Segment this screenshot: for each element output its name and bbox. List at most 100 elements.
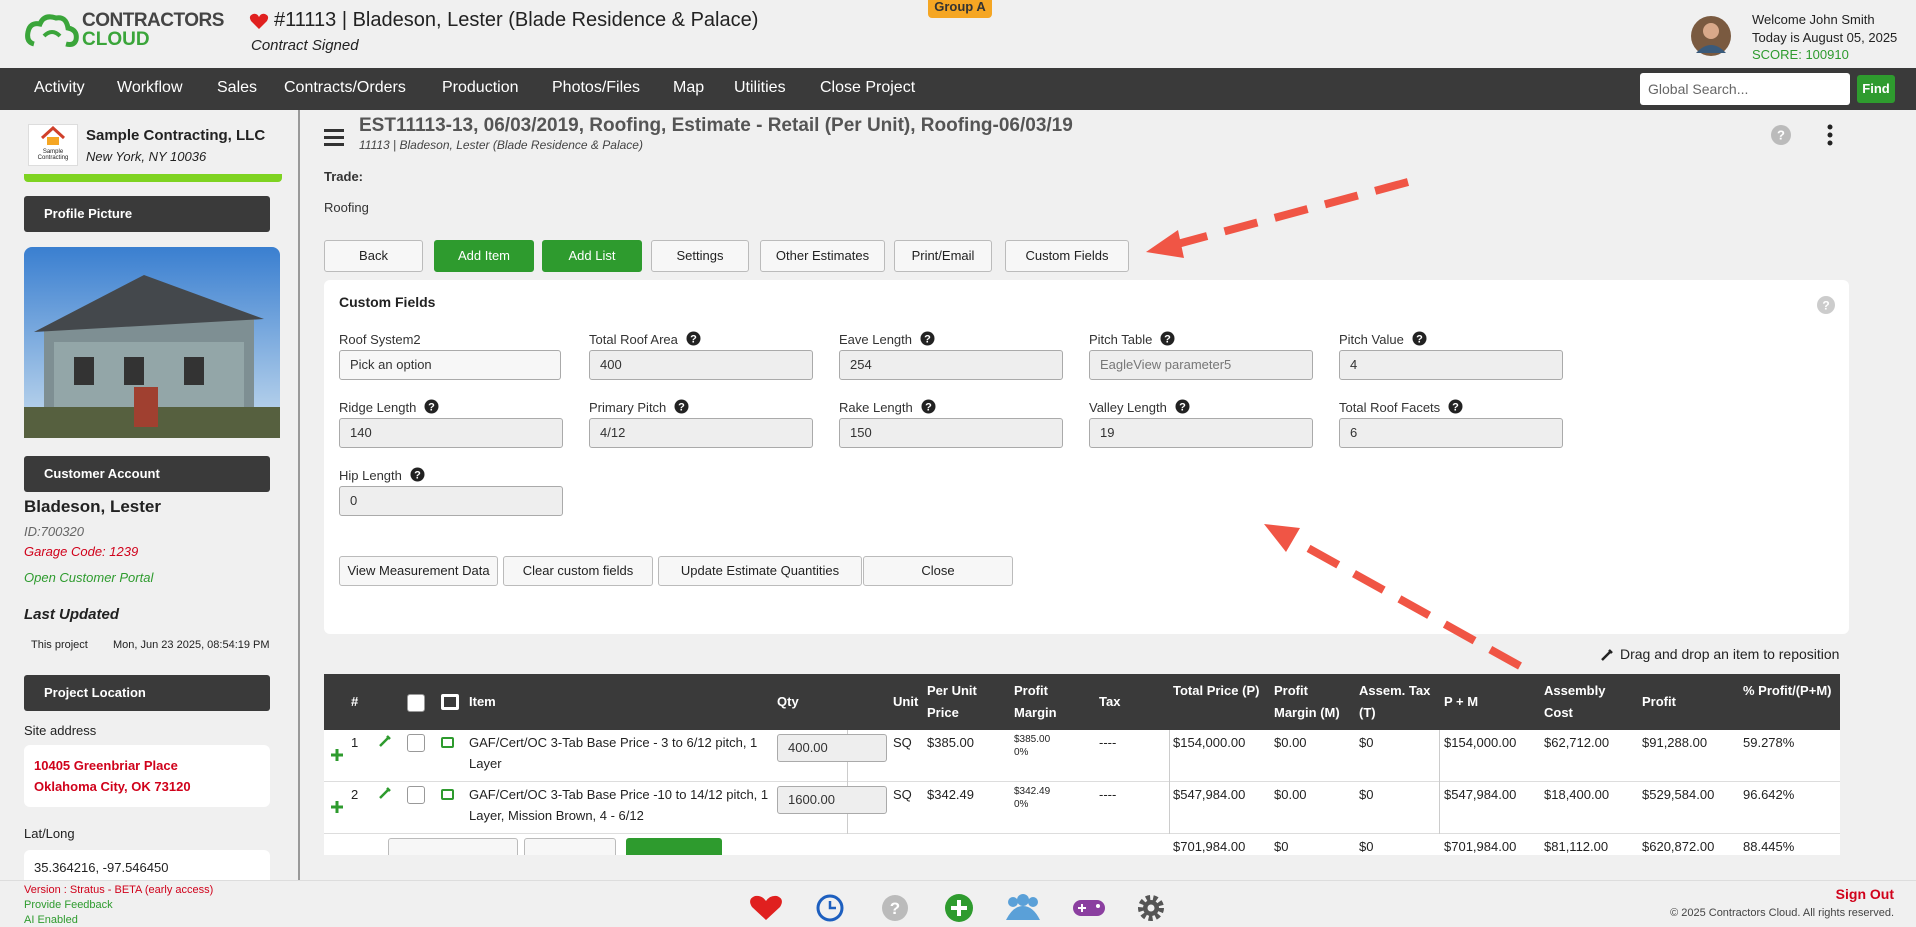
cell: $342.49 [1014, 786, 1051, 797]
portal-link[interactable]: Open Customer Portal [24, 570, 154, 585]
avatar[interactable] [1690, 15, 1732, 57]
address-line[interactable]: 10405 Greenbriar Place [34, 758, 178, 773]
toolbar-button[interactable]: Custom Fields [1005, 240, 1129, 272]
edit-icon[interactable] [379, 734, 391, 752]
print-icon[interactable] [441, 789, 454, 800]
panel-header[interactable]: Profile Picture [24, 196, 270, 232]
cell: GAF/Cert/OC 3-Tab Base Price - 3 to 6/12… [469, 735, 758, 771]
help-icon[interactable]: ? [1448, 399, 1463, 414]
action-button[interactable]: Update Estimate Quantities [658, 556, 862, 586]
favorites-icon[interactable] [750, 895, 782, 920]
date: Today is August 05, 2025 [1752, 30, 1898, 45]
text-input[interactable]: 4 [1339, 350, 1563, 380]
toolbar-button[interactable]: Add List [542, 240, 642, 272]
add-icon[interactable] [945, 894, 973, 922]
games-icon[interactable] [1073, 900, 1105, 916]
help-icon[interactable]: ? [1816, 295, 1836, 315]
select[interactable]: Pick an option [339, 350, 561, 380]
address-line[interactable]: Oklahoma City, OK 73120 [34, 779, 191, 794]
help-icon[interactable]: ? [1770, 124, 1792, 146]
toolbar-button[interactable]: Back [324, 240, 423, 272]
action-button[interactable]: View Measurement Data [339, 556, 498, 586]
help-icon[interactable]: ? [410, 467, 425, 482]
button-stub[interactable] [626, 838, 722, 855]
row-checkbox[interactable] [407, 786, 425, 804]
text-input[interactable]: 254 [839, 350, 1063, 380]
nav-item[interactable]: Production [442, 79, 519, 96]
nav-item[interactable]: Map [673, 79, 705, 96]
settings-icon[interactable] [1138, 895, 1164, 921]
cell: SQ [893, 787, 912, 802]
feedback-link[interactable]: Provide Feedback [24, 899, 113, 911]
action-button[interactable]: Close [863, 556, 1013, 586]
help-icon[interactable]: ? [424, 399, 439, 414]
nav-bar: Activity Workflow Sales Contracts/Orders Pro… [0, 68, 1916, 110]
help-icon[interactable]: ? [686, 331, 701, 346]
svg-text:?: ? [678, 402, 685, 414]
column-header: P + M [1444, 694, 1479, 709]
cell: $154,000.00 [1444, 735, 1517, 750]
text-input[interactable]: EagleView parameter5 [1089, 350, 1313, 380]
search-input[interactable]: Global Search... [1640, 73, 1850, 105]
sign-out[interactable]: Sign Out [1835, 886, 1894, 902]
nav-item[interactable]: Contracts/Orders [284, 79, 406, 96]
find-button[interactable]: Find [1857, 75, 1895, 103]
total-cell: $701,984.00 [1444, 839, 1517, 854]
select-all-checkbox[interactable] [407, 694, 425, 712]
panel-title: Custom Fields [339, 294, 436, 310]
nav-item[interactable]: Close Project [820, 79, 916, 96]
field-label: Primary Pitch [589, 400, 667, 415]
text-input[interactable]: 140 [339, 418, 563, 448]
nav-item[interactable]: Photos/Files [552, 79, 641, 96]
toolbar-button[interactable]: Other Estimates [760, 240, 885, 272]
nav-item[interactable]: Activity [34, 79, 85, 96]
button-stub[interactable] [524, 838, 616, 855]
text-input[interactable]: 400 [589, 350, 813, 380]
nav-item[interactable]: Workflow [117, 79, 183, 96]
total-cell: $620,872.00 [1642, 839, 1715, 854]
panel-header[interactable]: Project Location [24, 675, 270, 711]
svg-text:?: ? [690, 334, 697, 346]
text-input[interactable]: 0 [339, 486, 563, 516]
footer-icons: ? [750, 894, 1164, 922]
row-checkbox[interactable] [407, 734, 425, 752]
add-subitem[interactable] [331, 796, 343, 813]
cell: $0.00 [1274, 735, 1307, 750]
column-header: # [351, 694, 359, 709]
help-icon[interactable]: ? [1175, 399, 1190, 414]
text-input[interactable]: 150 [839, 418, 1063, 448]
nav-item[interactable]: Utilities [734, 79, 786, 96]
help-icon[interactable]: ? [1412, 331, 1427, 346]
help-icon[interactable]: ? [1160, 331, 1175, 346]
menu-icon[interactable] [324, 128, 344, 146]
column-header: Tax [1099, 694, 1121, 709]
total-cell: $0 [1359, 839, 1374, 854]
qty-input[interactable]: 400.00 [777, 734, 887, 762]
edit-icon[interactable] [379, 786, 391, 804]
history-icon[interactable] [816, 894, 844, 922]
text-input[interactable]: 6 [1339, 418, 1563, 448]
text-input[interactable]: 19 [1089, 418, 1313, 448]
help-icon[interactable]: ? [674, 399, 689, 414]
toolbar-button[interactable]: Print/Email [894, 240, 992, 272]
toolbar-button[interactable]: Settings [651, 240, 749, 272]
column-header: Unit [893, 694, 919, 709]
text-input[interactable]: 4/12 [589, 418, 813, 448]
contacts-icon[interactable] [1006, 894, 1040, 920]
nav-item[interactable]: Sales [217, 79, 258, 96]
print-icon[interactable] [441, 737, 454, 748]
help-icon[interactable]: ? [882, 895, 908, 921]
favorite-icon[interactable] [249, 12, 269, 30]
panel-header[interactable]: Customer Account [24, 456, 270, 492]
toolbar-button[interactable]: Add Item [434, 240, 534, 272]
garage-code: Garage Code: 1239 [24, 544, 139, 559]
project-status: Contract Signed [251, 37, 359, 54]
action-button[interactable]: Clear custom fields [503, 556, 653, 586]
button-stub[interactable] [388, 838, 518, 855]
add-subitem[interactable] [331, 744, 343, 761]
qty-input[interactable]: 1600.00 [777, 786, 887, 814]
help-icon[interactable]: ? [921, 399, 936, 414]
help-icon[interactable]: ? [920, 331, 935, 346]
more-icon[interactable] [1826, 124, 1834, 146]
